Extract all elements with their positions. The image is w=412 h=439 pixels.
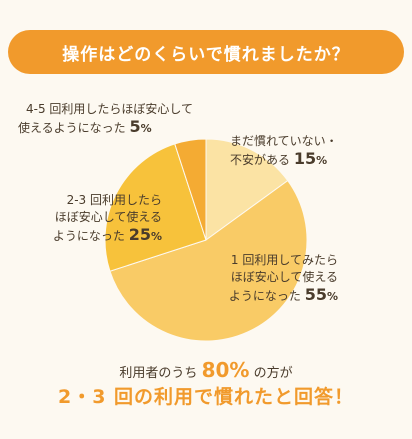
pie-slice-2 <box>104 143 207 272</box>
slice-unit: % <box>316 154 328 167</box>
pie-slice-0 <box>205 138 289 241</box>
slice-label-not-yet: まだ慣れていない・ 不安がある 15% <box>230 133 338 169</box>
slice-label-line-with-value: ようになった 55% <box>226 286 338 305</box>
slice-label-line: まだ慣れていない・ <box>230 134 338 148</box>
slice-label-4-5-times: 4-5 回利用したらほぼ安心して 使えるようになった 5% <box>18 101 193 137</box>
summary-highlight: 80% <box>201 358 250 382</box>
summary-line-1: 利用者のうち 80% の方が <box>0 358 412 382</box>
slice-label-line: ようになった <box>228 289 301 303</box>
slice-label-line: 4-5 回利用したらほぼ安心して <box>26 102 194 116</box>
chart-title: 操作はどのくらいで慣れましたか？ <box>62 44 350 65</box>
slice-unit: % <box>140 122 152 135</box>
slice-value: 25 <box>128 225 151 244</box>
slice-label-line: 2-3 回利用したら <box>66 193 162 207</box>
pie-slices <box>104 138 308 342</box>
slice-value: 15 <box>293 149 317 168</box>
slice-label-line: 1 回利用してみたら <box>230 253 338 267</box>
summary-suffix: の方が <box>253 366 293 381</box>
pie-slice-3 <box>174 138 207 241</box>
slice-label-line: ほぼ安心して使える <box>54 210 162 224</box>
slice-value: 5 <box>129 117 141 136</box>
chart-title-banner: 操作はどのくらいで慣れましたか？ <box>8 30 404 74</box>
summary-line-2: 2・3 回の利用で慣れたと回答！ <box>57 386 355 408</box>
slice-label-line: 不安がある <box>230 153 291 167</box>
summary-prefix: 利用者のうち <box>119 366 198 381</box>
slice-unit: % <box>326 290 338 303</box>
pie-slice-1 <box>109 179 308 342</box>
slice-label-line: 使えるようになった <box>18 121 126 135</box>
slice-label-1-time: 1 回利用してみたら ほぼ安心して使える ようになった 55% <box>226 252 338 305</box>
slice-unit: % <box>150 230 162 243</box>
slice-label-2-3-times: 2-3 回利用したら ほぼ安心して使える ようになった 25% <box>30 192 162 245</box>
slice-label-line: ようになった <box>52 229 125 243</box>
slice-label-line-with-value: 不安がある 15% <box>230 150 338 169</box>
slice-label-line: ほぼ安心して使える <box>230 270 338 284</box>
slice-value: 55 <box>304 285 327 304</box>
slice-label-line-with-value: 使えるようになった 5% <box>18 118 193 137</box>
slice-label-line-with-value: ようになった 25% <box>30 226 162 245</box>
